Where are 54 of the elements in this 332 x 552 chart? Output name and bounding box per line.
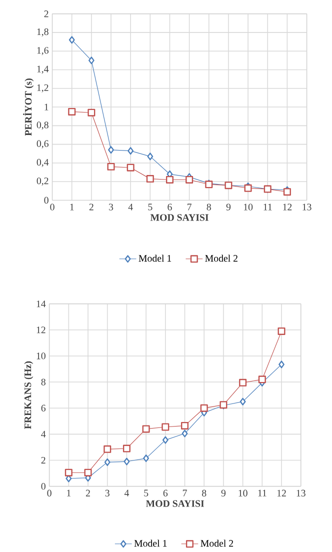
x-tick-label: 7 [182,490,187,496]
x-tick-label: 9 [226,204,230,210]
y-tick-label: 1,4 [37,66,48,74]
x-tick-label: 1 [70,204,74,210]
y-tick-label: 10 [36,352,46,360]
x-tick-label: 1 [66,490,70,496]
y-tick-label: 0 [44,196,48,204]
x-tick-label: 5 [144,490,148,496]
legend-label: Model 1 [138,254,171,262]
x-tick-label: 11 [258,490,266,496]
x-tick-label: 13 [296,490,306,496]
y-axis-title: PERİYOT (s) [22,78,34,136]
x-tick-label: 10 [238,490,248,496]
x-tick-label: 3 [108,204,113,210]
x-tick-label: 13 [302,204,312,210]
x-tick-label: 12 [282,204,292,210]
x-tick-label: 0 [50,204,54,210]
y-tick-label: 1 [44,104,48,110]
y-tick-label: 0,6 [36,140,48,148]
y-tick-label: 14 [36,300,46,308]
x-tick-label: 2 [86,490,90,496]
y-tick-label: 0,4 [36,158,48,167]
y-tick-label: 2 [44,10,48,18]
legend-label: Model 2 [204,254,238,262]
x-tick-label: 11 [264,204,272,210]
x-tick-label: 3 [105,490,110,496]
y-tick-label: 1,6 [37,47,48,56]
y-tick-label: 2 [41,456,46,464]
x-tick-label: 5 [148,204,152,210]
y-tick-label: 1,2 [37,84,48,92]
y-tick-label: 4 [40,430,46,438]
x-tick-label: 10 [244,204,252,210]
y-tick-label: 0 [41,482,46,490]
x-tick-label: 6 [163,490,168,496]
x-tick-label: 4 [124,490,129,496]
x-axis-title: MOD SAYISI [146,500,204,507]
x-tick-label: 7 [187,204,192,210]
y-tick-label: 0,2 [36,178,48,186]
y-tick-label: 8 [41,378,46,386]
x-tick-label: 2 [89,204,94,210]
x-tick-label: 12 [277,490,286,496]
x-tick-label: 6 [167,204,172,210]
x-tick-label: 9 [221,490,226,496]
legend-label: Model 1 [134,540,166,547]
x-tick-label: 8 [202,490,206,496]
y-tick-label: 12 [36,326,46,334]
y-tick-label: 1,8 [37,28,48,36]
y-axis-title: FREKANS (Hz) [24,361,33,430]
legend-label: Model 2 [200,540,233,547]
y-tick-label: 0,8 [36,122,48,130]
x-tick-label: 8 [206,204,211,210]
x-axis-title: MOD SAYISI [150,214,208,221]
x-tick-label: 4 [128,204,133,210]
y-tick-label: 6 [41,404,46,412]
